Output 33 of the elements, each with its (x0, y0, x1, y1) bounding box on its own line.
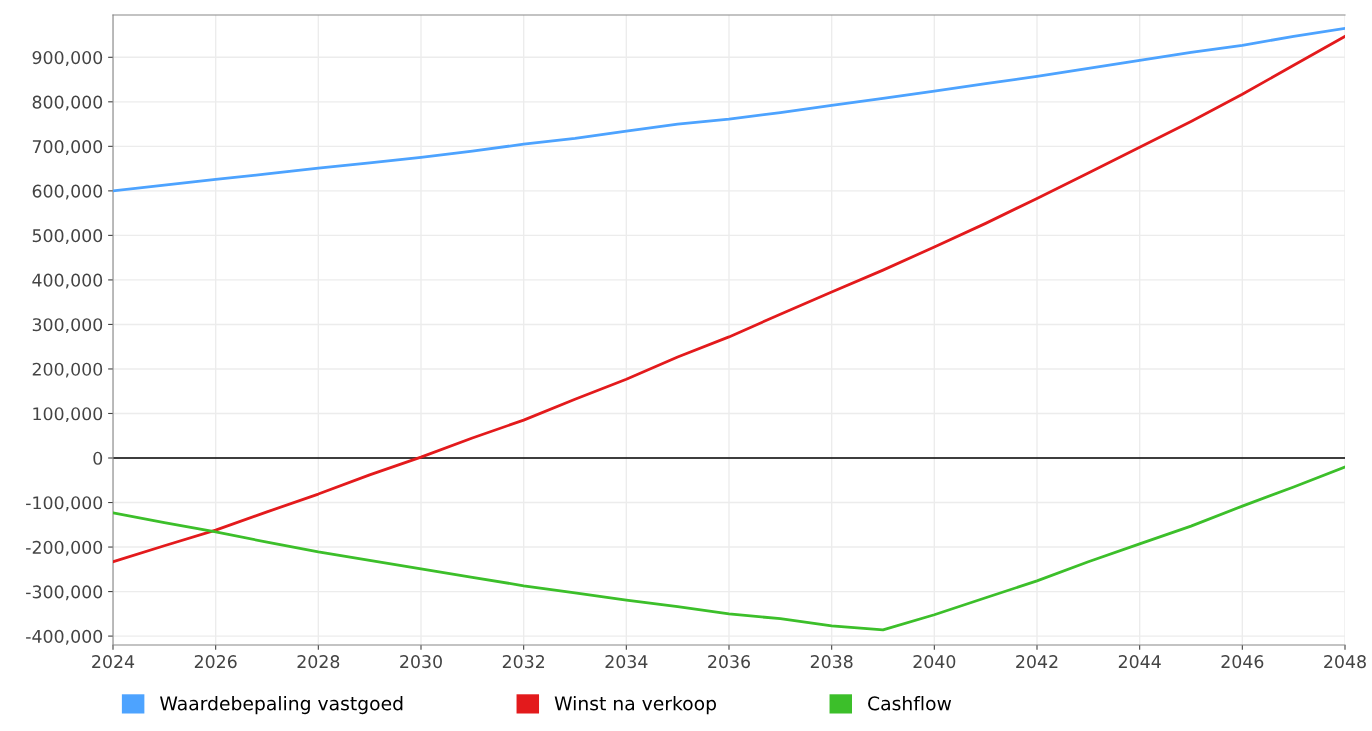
y-tick-label: 600,000 (32, 184, 103, 200)
y-tick-label: -200,000 (26, 540, 103, 556)
x-tick-label: 2026 (194, 655, 237, 669)
legend-label: Winst na verkoop (554, 695, 716, 715)
x-tick-label: 2044 (1118, 655, 1161, 669)
legend-label: Cashflow (868, 695, 952, 711)
line-series (113, 34, 1345, 564)
y-tick-label: -300,000 (26, 585, 103, 601)
x-tick-label: 2032 (502, 655, 545, 669)
y-tick-label: 500,000 (32, 229, 103, 244)
y-tick-label: 200,000 (32, 362, 103, 378)
x-tick-label: 2036 (708, 655, 750, 669)
x-tick-label: 2038 (810, 655, 853, 669)
y-tick-label: 300,000 (32, 318, 103, 334)
y-tick-label: 400,000 (32, 273, 103, 289)
y-tick-label: -100,000 (26, 496, 103, 512)
line-series (113, 26, 1345, 193)
y-tick-label: 100,000 (33, 407, 103, 423)
x-tick-label: 2040 (913, 655, 956, 669)
x-tick-label: 2046 (1221, 655, 1264, 669)
x-tick-label: 2048 (1324, 655, 1366, 669)
legend-label: Waardebepaling vastgoed (160, 695, 403, 715)
x-tick-label: 2042 (1016, 655, 1058, 669)
line-series (113, 465, 1345, 632)
x-tick-label: 2034 (605, 655, 648, 669)
y-tick-label: 700,000 (32, 140, 103, 155)
x-tick-label: 2030 (400, 655, 442, 669)
x-tick-label: 2024 (92, 655, 135, 669)
y-tick-label: 900,000 (32, 51, 103, 66)
y-tick-label: 0 (93, 451, 103, 465)
x-tick-label: 2028 (297, 655, 340, 669)
y-tick-label: 800,000 (32, 95, 103, 111)
y-tick-label: -400,000 (26, 629, 103, 645)
